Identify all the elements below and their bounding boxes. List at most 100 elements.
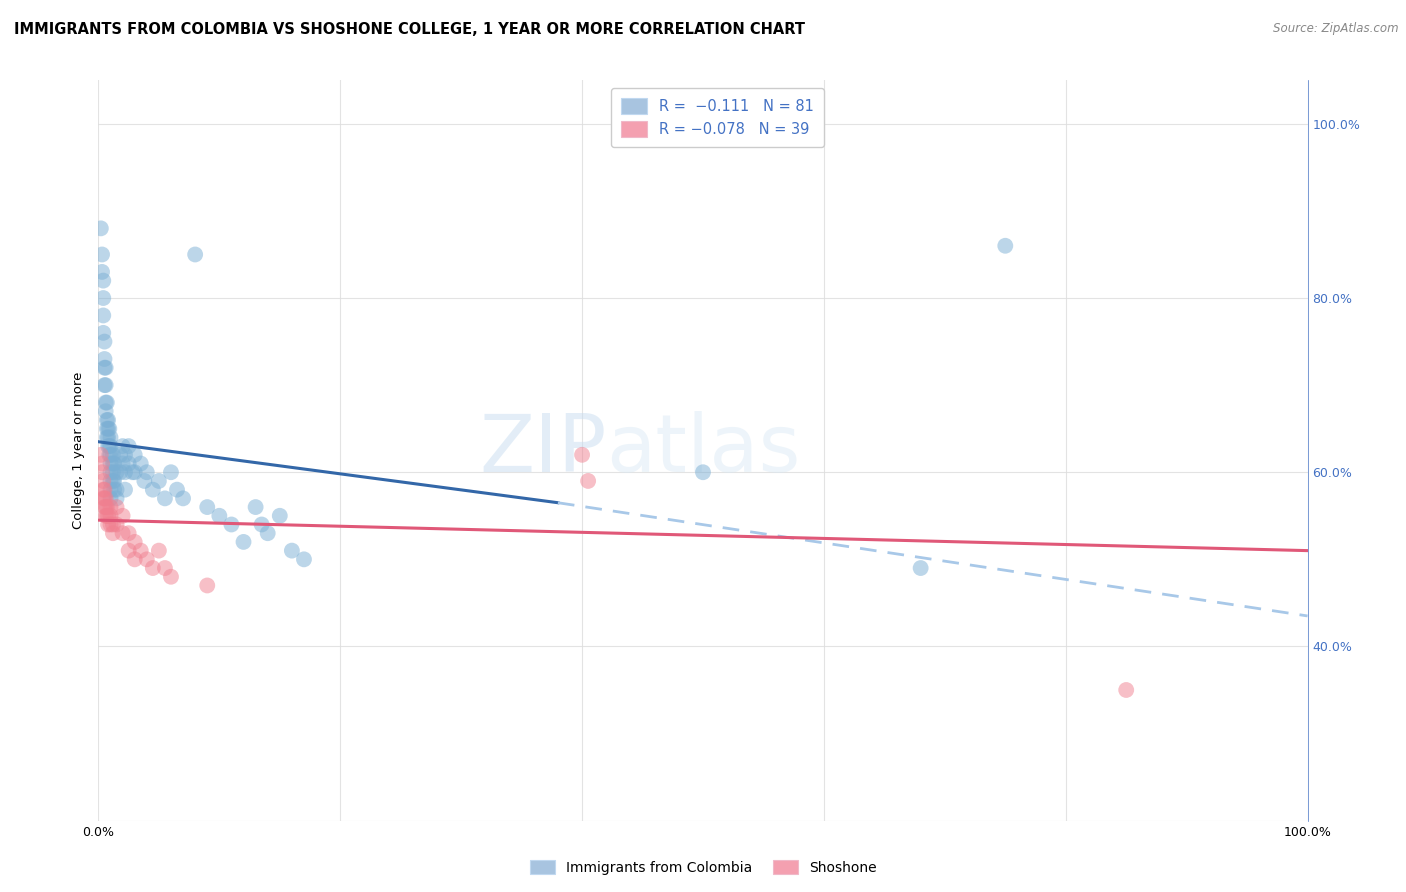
Point (153, 491, 176, 506)
Point (118, 439, 141, 453)
Point (105, 483, 128, 497)
Point (108, 465, 131, 479)
Point (256, 526, 278, 541)
Point (101, 517, 124, 532)
Point (96, 500, 118, 514)
Point (101, 474, 124, 488)
Point (96, 395, 118, 409)
Point (100, 500, 122, 514)
Point (94, 508, 117, 523)
Point (93, 500, 115, 514)
Point (118, 543, 141, 558)
Point (148, 543, 170, 558)
Point (93, 351, 115, 366)
Legend: R =  −0.111   N = 81, R = −0.078   N = 39: R = −0.111 N = 81, R = −0.078 N = 39 (610, 87, 824, 147)
Point (91, 491, 114, 506)
Point (135, 465, 157, 479)
Point (111, 508, 134, 523)
Point (97, 439, 120, 453)
Point (576, 474, 599, 488)
Point (94, 378, 117, 392)
Point (129, 543, 152, 558)
Point (208, 508, 231, 523)
Point (692, 465, 714, 479)
Point (100, 491, 122, 506)
Point (97, 508, 120, 523)
Point (105, 491, 128, 506)
Point (121, 465, 143, 479)
Point (103, 483, 125, 497)
Point (172, 491, 194, 506)
Point (100, 508, 122, 523)
Point (96, 508, 118, 523)
Point (124, 448, 146, 462)
Point (100, 483, 122, 497)
Point (142, 561, 165, 575)
Point (142, 483, 165, 497)
Y-axis label: College, 1 year or more: College, 1 year or more (72, 372, 86, 529)
Point (160, 570, 183, 584)
Point (103, 474, 125, 488)
Point (97, 517, 120, 532)
Point (94, 395, 117, 409)
Point (245, 500, 267, 514)
Point (96, 422, 118, 436)
Point (91, 309, 114, 323)
Point (91, 465, 114, 479)
Point (100, 430, 122, 444)
Point (292, 552, 315, 566)
Point (91, 291, 114, 305)
Point (281, 543, 304, 558)
Point (135, 552, 157, 566)
Point (994, 239, 1017, 253)
Point (111, 457, 134, 471)
Point (91, 274, 114, 288)
Point (129, 457, 152, 471)
Point (90, 448, 112, 462)
Point (195, 578, 218, 592)
Point (94, 360, 117, 375)
Point (571, 448, 593, 462)
Point (91, 265, 114, 279)
Point (124, 552, 146, 566)
Point (100, 474, 122, 488)
Point (100, 457, 122, 471)
Point (134, 474, 156, 488)
Point (91, 326, 114, 340)
Point (91, 457, 114, 471)
Point (97, 430, 120, 444)
Point (101, 457, 124, 471)
Point (221, 517, 243, 532)
Point (114, 448, 136, 462)
Point (94, 491, 117, 506)
Point (105, 465, 128, 479)
Point (153, 561, 176, 575)
Text: IMMIGRANTS FROM COLOMBIA VS SHOSHONE COLLEGE, 1 YEAR OR MORE CORRELATION CHART: IMMIGRANTS FROM COLOMBIA VS SHOSHONE COL… (14, 22, 806, 37)
Point (93, 483, 115, 497)
Point (91, 474, 114, 488)
Point (101, 465, 124, 479)
Point (90, 221, 112, 235)
Point (118, 526, 141, 541)
Point (1115, 683, 1137, 698)
Point (166, 483, 188, 497)
Point (910, 561, 932, 575)
Point (114, 483, 136, 497)
Point (232, 535, 254, 549)
Point (111, 526, 134, 541)
Point (98, 439, 121, 453)
Point (148, 474, 170, 488)
Point (103, 457, 125, 471)
Text: Source: ZipAtlas.com: Source: ZipAtlas.com (1274, 22, 1399, 36)
Point (250, 517, 273, 532)
Point (98, 422, 121, 436)
Point (100, 465, 122, 479)
Point (105, 517, 128, 532)
Point (184, 247, 207, 261)
Point (114, 465, 136, 479)
Point (101, 526, 124, 541)
Point (100, 439, 122, 453)
Point (96, 430, 118, 444)
Point (269, 508, 291, 523)
Point (118, 457, 141, 471)
